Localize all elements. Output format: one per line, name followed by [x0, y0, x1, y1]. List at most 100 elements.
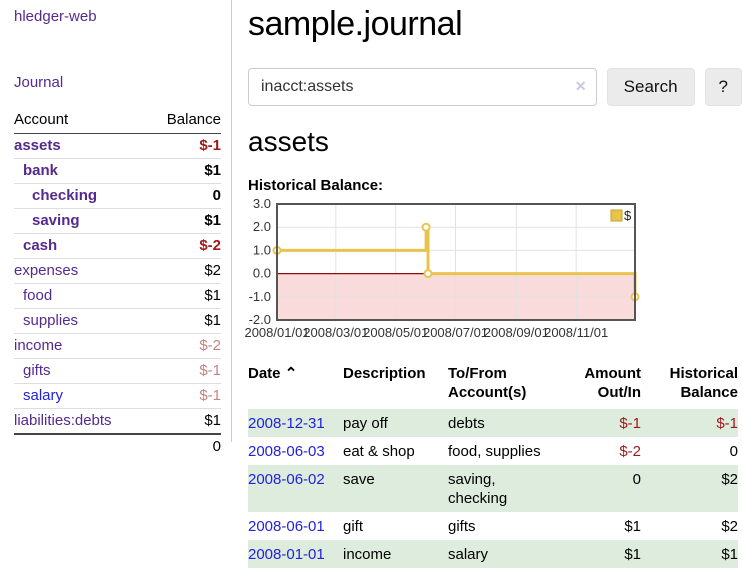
account-row: gifts $-1	[14, 358, 221, 384]
register-amount: $1	[624, 546, 641, 563]
register-row: 2008-06-03 eat & shop food, supplies $-2 0	[248, 437, 738, 465]
register-header-amount: Amount Out/In	[584, 365, 641, 401]
sidebar-account-saving[interactable]: saving	[32, 212, 80, 229]
register-amount: $-2	[619, 443, 641, 460]
plot-border	[276, 203, 636, 321]
sidebar-account-bank[interactable]: bank	[23, 162, 59, 179]
sidebar-account-gifts[interactable]: gifts	[23, 362, 51, 379]
account-balance: 0	[147, 183, 221, 209]
register-table: Date ⌃ Description To/From Account(s) Am…	[248, 362, 738, 568]
register-date-link[interactable]: 2008-06-02	[248, 471, 325, 488]
sidebar-account-food[interactable]: food	[23, 287, 53, 304]
y-axis-tick-label: 2.0	[253, 219, 271, 234]
register-date-link[interactable]: 2008-01-01	[248, 546, 325, 563]
legend-swatch	[610, 209, 623, 222]
account-balance: $2	[147, 258, 221, 284]
account-row: cash $-2	[14, 233, 221, 259]
y-axis-tick-label: 1.0	[253, 242, 271, 257]
historical-balance-chart: $3.0 2.0 1.0 0.0 -1.0 -2.02008/01/012008/03/0…	[244, 196, 640, 340]
search-box: ✕	[248, 68, 597, 106]
sidebar-account-liabilities-debts[interactable]: liabilities:debts	[14, 412, 112, 429]
register-balance: $2	[721, 471, 738, 488]
account-balance: $-2	[147, 233, 221, 259]
register-header-balance: Historical Balance	[669, 365, 738, 401]
account-row: salary $-1	[14, 383, 221, 409]
help-button[interactable]: ?	[704, 68, 742, 106]
register-description: gift	[343, 518, 364, 535]
sidebar-account-supplies[interactable]: supplies	[23, 312, 79, 329]
account-row: supplies $1	[14, 308, 221, 334]
x-axis-tick-label: 2008/01/01	[244, 325, 309, 340]
sort-ascending-icon: ⌃	[284, 365, 298, 382]
x-axis-tick-label: 2008/11/01	[544, 325, 608, 340]
sidebar-account-checking[interactable]: checking	[32, 187, 98, 204]
x-axis-tick-label: 2008/09/01	[484, 325, 549, 340]
accounts-total-row: 0	[14, 433, 221, 459]
sidebar-account-cash[interactable]: cash	[23, 237, 58, 254]
account-balance: $-1	[147, 383, 221, 409]
accounts-total-value: 0	[147, 433, 221, 459]
register-date-link[interactable]: 2008-06-03	[248, 443, 325, 460]
register-amount: $1	[624, 518, 641, 535]
register-balance: $1	[721, 546, 738, 563]
accounts-header-account: Account	[14, 109, 148, 134]
register-header-description: Description	[343, 365, 426, 382]
x-axis-tick-label: 2008/07/01	[423, 325, 488, 340]
register-date-link[interactable]: 2008-12-31	[248, 415, 325, 432]
register-balance: 0	[729, 443, 738, 460]
account-balance: $1	[147, 408, 221, 434]
main-content: sample.journal ✕ Search ? assets Histori…	[244, 0, 742, 568]
app-brand-link[interactable]: hledger-web	[14, 8, 97, 25]
account-balance: $1	[147, 158, 221, 184]
register-row: 2008-06-01 gift gifts $1 $2	[248, 512, 738, 540]
register-date-link[interactable]: 2008-06-01	[248, 518, 325, 535]
account-row: saving $1	[14, 208, 221, 234]
x-axis-tick-label: 2008/03/01	[303, 325, 368, 340]
account-balance: $1	[147, 208, 221, 234]
account-row: assets $-1	[14, 134, 221, 159]
search-bar: ✕ Search ?	[248, 68, 742, 106]
account-balance: $1	[147, 308, 221, 334]
account-row: bank $1	[14, 158, 221, 184]
sidebar-item-journal[interactable]: Journal	[14, 74, 64, 91]
y-axis-tick-label: 0.0	[253, 266, 271, 281]
sidebar: hledger-web Journal Account Balance asse…	[0, 0, 232, 459]
register-balance: $2	[721, 518, 738, 535]
register-accounts: gifts	[448, 518, 476, 535]
register-balance: $-1	[716, 415, 738, 432]
legend-label: $	[624, 208, 632, 223]
account-row: checking 0	[14, 183, 221, 209]
register-accounts: food, supplies	[448, 443, 541, 460]
register-header-accounts: To/From Account(s)	[448, 365, 527, 401]
register-accounts: salary	[448, 546, 489, 563]
account-heading: assets	[248, 126, 329, 157]
chart-title: Historical Balance:	[248, 177, 384, 194]
search-input[interactable]	[248, 68, 597, 106]
account-row: expenses $2	[14, 258, 221, 284]
y-axis-tick-label: -2.0	[249, 312, 271, 327]
account-row: food $1	[14, 283, 221, 309]
register-accounts: debts	[448, 415, 485, 432]
accounts-header-balance: Balance	[147, 109, 221, 134]
account-balance: $-1	[199, 137, 221, 154]
clear-search-icon[interactable]: ✕	[574, 78, 587, 94]
sidebar-account-expenses[interactable]: expenses	[14, 262, 79, 279]
data-point-marker	[423, 269, 433, 279]
sidebar-account-salary[interactable]: salary	[23, 387, 64, 404]
register-row: 2008-12-31 pay off debts $-1 $-1	[248, 409, 738, 437]
register-header-date[interactable]: Date ⌃	[248, 365, 298, 382]
account-row: liabilities:debts $1	[14, 408, 221, 434]
sidebar-account-assets[interactable]: assets	[14, 137, 61, 154]
register-row: 2008-06-02 save saving, checking 0 $2	[248, 465, 738, 512]
register-description: pay off	[343, 415, 388, 432]
register-description: save	[343, 471, 375, 488]
account-balance: $1	[147, 283, 221, 309]
register-amount: 0	[632, 471, 641, 488]
register-amount: $-1	[619, 415, 641, 432]
search-button[interactable]: Search	[606, 68, 695, 106]
sidebar-account-income[interactable]: income	[14, 337, 63, 354]
register-accounts: saving, checking	[448, 471, 508, 507]
account-row: income $-2	[14, 333, 221, 359]
x-axis-tick-label: 2008/05/01	[363, 325, 428, 340]
